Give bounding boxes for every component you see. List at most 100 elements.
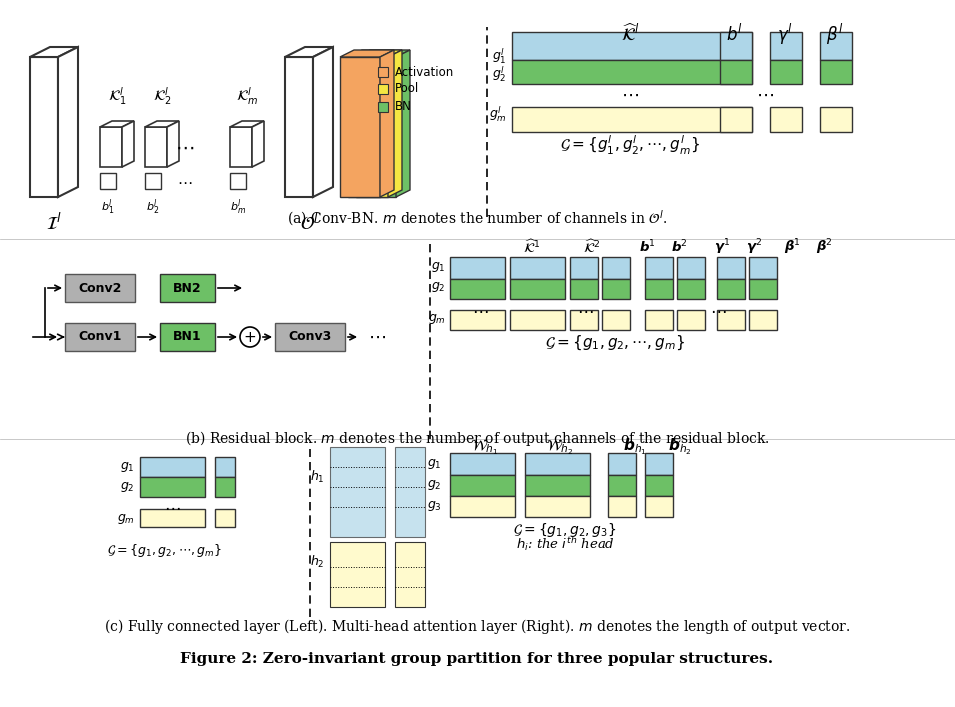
Text: (a) Conv-BN. $m$ denotes the number of channels in $\mathbf{\mathcal{O}}^l$.: (a) Conv-BN. $m$ denotes the number of c…	[286, 208, 668, 228]
Bar	[570, 257, 598, 279]
Text: $\cdots$: $\cdots$	[178, 175, 193, 189]
Polygon shape	[58, 47, 78, 197]
Text: $\boldsymbol{\gamma}^2$: $\boldsymbol{\gamma}^2$	[746, 238, 762, 257]
Bar	[450, 453, 515, 475]
Text: $\widehat{\mathcal{K}}^2$: $\widehat{\mathcal{K}}^2$	[584, 238, 601, 255]
Bar	[140, 509, 205, 527]
Bar	[717, 257, 745, 279]
Bar	[65, 274, 135, 302]
Bar	[820, 60, 852, 84]
Polygon shape	[100, 127, 122, 167]
Polygon shape	[230, 121, 264, 127]
Polygon shape	[348, 57, 388, 197]
Text: $\cdots$: $\cdots$	[176, 137, 195, 156]
Bar	[677, 279, 705, 299]
Text: $\boldsymbol{\beta}^2$: $\boldsymbol{\beta}^2$	[816, 238, 833, 257]
Polygon shape	[122, 121, 134, 167]
Bar	[820, 107, 852, 132]
Bar	[100, 173, 116, 189]
Text: $b_1^l$: $b_1^l$	[101, 197, 115, 216]
Bar	[215, 509, 235, 527]
Text: $h_i$: the $i^{th}$ head: $h_i$: the $i^{th}$ head	[516, 535, 614, 553]
Text: (b) Residual block. $m$ denotes the number of output channels of the residual bl: (b) Residual block. $m$ denotes the numb…	[184, 429, 770, 448]
Bar	[749, 310, 777, 330]
Text: $g_2$: $g_2$	[120, 480, 135, 494]
Bar	[450, 475, 515, 496]
Bar	[608, 475, 636, 496]
Text: $\mathcal{W}_{h_1}$: $\mathcal{W}_{h_1}$	[471, 437, 499, 457]
Text: Activation: Activation	[395, 66, 455, 78]
Text: BN: BN	[395, 100, 412, 114]
Bar	[525, 453, 590, 475]
Text: $b^l$: $b^l$	[727, 23, 744, 45]
Bar	[230, 173, 246, 189]
Bar	[770, 32, 802, 60]
Bar	[510, 279, 565, 299]
Text: Conv1: Conv1	[78, 330, 121, 344]
Polygon shape	[285, 57, 313, 197]
Text: $\boldsymbol{b}_{h_1}$: $\boldsymbol{b}_{h_1}$	[623, 437, 647, 457]
Bar	[512, 32, 752, 60]
Text: $\mathcal{K}_2^l$: $\mathcal{K}_2^l$	[153, 85, 171, 107]
Bar	[510, 257, 565, 279]
Circle shape	[240, 327, 260, 347]
Bar	[215, 457, 235, 477]
Polygon shape	[356, 57, 396, 197]
Text: $\mathcal{G} = \{g_1, g_2, \cdots, g_m\}$: $\mathcal{G} = \{g_1, g_2, \cdots, g_m\}…	[107, 542, 223, 559]
Polygon shape	[30, 47, 78, 57]
Bar	[677, 310, 705, 330]
Polygon shape	[145, 121, 179, 127]
Text: (c) Fully connected layer (Left). Multi-head attention layer (Right). $m$ denote: (c) Fully connected layer (Left). Multi-…	[104, 617, 850, 636]
Bar	[720, 107, 752, 132]
Polygon shape	[380, 50, 394, 197]
Bar	[450, 496, 515, 517]
Text: $b_2^l$: $b_2^l$	[146, 197, 159, 216]
Bar	[602, 310, 630, 330]
Text: $\mathcal{G} = \{g_1, g_2, g_3\}$: $\mathcal{G} = \{g_1, g_2, g_3\}$	[513, 521, 617, 539]
Text: +: +	[244, 329, 256, 344]
Bar	[717, 279, 745, 299]
Bar	[215, 477, 235, 497]
Bar	[720, 32, 752, 60]
Text: $\mathcal{G} = \{g_1^l, g_2^l, \cdots, g_m^l\}$: $\mathcal{G} = \{g_1^l, g_2^l, \cdots, g…	[560, 134, 700, 156]
Polygon shape	[145, 127, 167, 167]
Text: $g_1^l$: $g_1^l$	[493, 46, 507, 66]
Text: $\beta^l$: $\beta^l$	[826, 21, 843, 47]
Bar	[378, 67, 388, 77]
Bar	[570, 279, 598, 299]
Polygon shape	[388, 50, 402, 197]
Text: $h_1$: $h_1$	[310, 469, 325, 485]
Text: $\mathcal{G} = \{g_1, g_2, \cdots, g_m\}$: $\mathcal{G} = \{g_1, g_2, \cdots, g_m\}…	[545, 334, 685, 352]
Text: $\boldsymbol{\beta}^1$: $\boldsymbol{\beta}^1$	[784, 238, 800, 257]
Bar	[645, 453, 673, 475]
Bar	[450, 310, 505, 330]
Bar	[330, 447, 385, 537]
Polygon shape	[340, 50, 394, 57]
Text: $g_1$: $g_1$	[120, 460, 135, 474]
Text: Pool: Pool	[395, 83, 419, 95]
Bar	[645, 279, 673, 299]
Bar	[820, 32, 852, 60]
Bar	[65, 323, 135, 351]
Bar	[608, 496, 636, 517]
Text: Conv3: Conv3	[288, 330, 331, 344]
Text: $\mathcal{K}_m^l$: $\mathcal{K}_m^l$	[236, 85, 258, 107]
Text: $g_3$: $g_3$	[427, 499, 442, 513]
Bar	[160, 323, 215, 351]
Text: $\gamma^l$: $\gamma^l$	[777, 21, 793, 47]
Text: $h_2$: $h_2$	[310, 554, 325, 570]
Text: $\mathcal{O}^l$: $\mathcal{O}^l$	[300, 213, 318, 234]
Polygon shape	[348, 50, 402, 57]
Bar	[608, 453, 636, 475]
Polygon shape	[356, 50, 410, 57]
Bar	[145, 173, 161, 189]
Text: $g_1$: $g_1$	[432, 260, 446, 274]
Text: $\boldsymbol{\gamma}^1$: $\boldsymbol{\gamma}^1$	[714, 238, 730, 257]
Bar	[330, 542, 385, 607]
Text: $\widehat{\mathcal{K}}^l$: $\widehat{\mathcal{K}}^l$	[621, 24, 640, 44]
Text: $g_m$: $g_m$	[428, 312, 446, 326]
Text: $\mathcal{W}_{h_2}$: $\mathcal{W}_{h_2}$	[546, 437, 574, 457]
Text: $g_2$: $g_2$	[428, 478, 442, 492]
Bar	[525, 475, 590, 496]
Text: $\boldsymbol{b}^1$: $\boldsymbol{b}^1$	[639, 239, 655, 255]
